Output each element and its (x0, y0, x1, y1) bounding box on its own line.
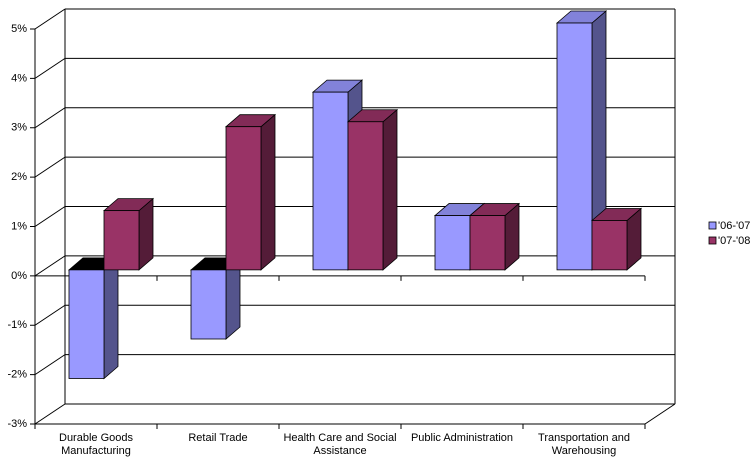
grid-line (34, 8, 66, 30)
y-tick-label: 2% (11, 171, 27, 183)
legend-label: '07-'08 (718, 235, 750, 247)
y-tick-label: 3% (11, 122, 27, 134)
bar (312, 91, 349, 271)
bar (68, 269, 105, 379)
grid-line (34, 156, 66, 178)
bar-side (103, 257, 119, 380)
y-tick-label: 4% (11, 72, 27, 84)
x-tick-label: Transportation and Warehousing (538, 432, 630, 457)
grid-line (34, 403, 66, 425)
bar (591, 220, 628, 271)
y-tick-label: -3% (7, 418, 27, 430)
bar (190, 269, 227, 340)
bar (434, 215, 471, 271)
grid-line (34, 206, 66, 227)
y-tick-label: -2% (7, 369, 27, 381)
x-tick-label: Public Administration (410, 432, 514, 444)
y-tick-label: 1% (11, 220, 27, 232)
y-tick-label: 5% (11, 23, 27, 35)
x-tick-label: Health Care and Social Assistance (283, 432, 397, 457)
bar (347, 121, 384, 271)
floor-edge (644, 403, 676, 425)
y-tick-label: 0% (11, 270, 27, 282)
bar (556, 22, 593, 271)
bar (469, 215, 506, 271)
grid-line (34, 57, 66, 79)
bar-side (260, 113, 276, 271)
grid-line (34, 354, 66, 376)
bar (225, 126, 262, 271)
legend-swatch (708, 221, 717, 230)
x-tick-label: Durable Goods Manufacturing (59, 432, 133, 457)
grid-line (34, 304, 66, 326)
legend-swatch (708, 236, 717, 245)
grid-line (34, 107, 66, 129)
grid-line (34, 255, 66, 277)
bar-side (382, 108, 398, 271)
bar (103, 210, 140, 271)
y-tick-label: -1% (7, 319, 27, 331)
legend-label: '06-'07 (718, 220, 750, 232)
x-tick-label: Retail Trade (188, 432, 248, 444)
